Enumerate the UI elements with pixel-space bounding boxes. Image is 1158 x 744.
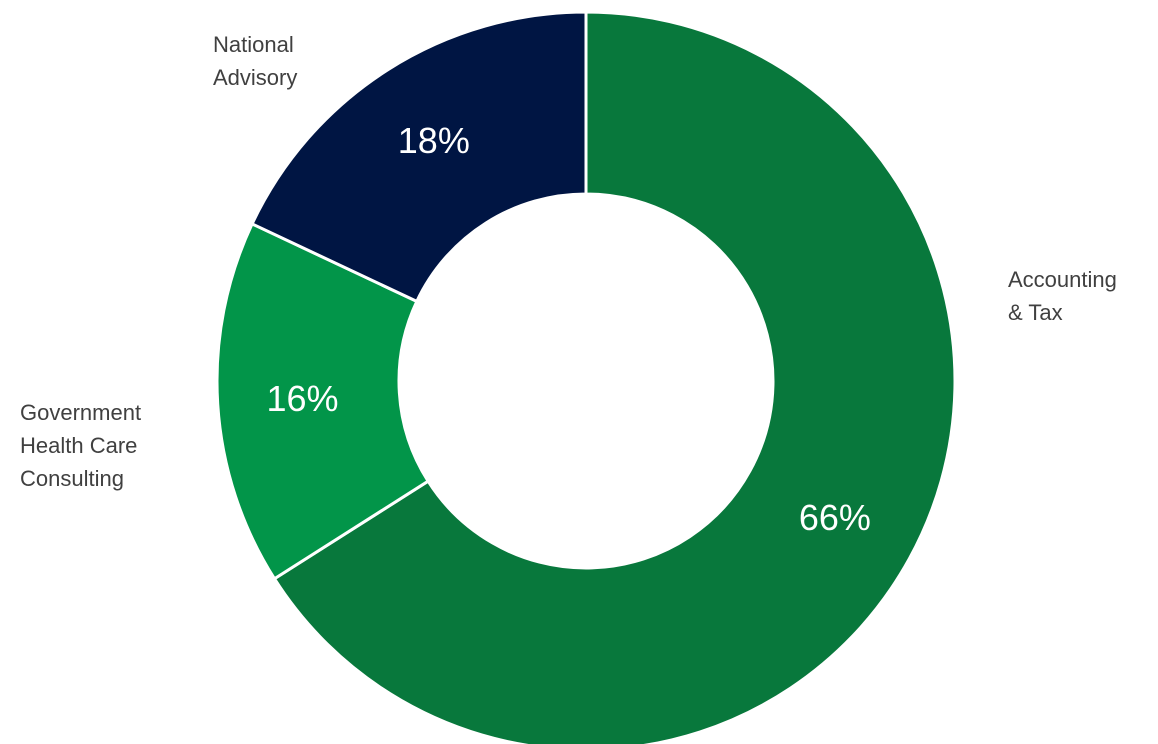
category-label-national-advisory: National Advisory — [213, 32, 297, 90]
category-label-line: National — [213, 32, 294, 57]
slice-government-health-care-consulting — [215, 221, 431, 581]
value-label-government-health-care-consulting: 16% — [267, 378, 339, 419]
category-label-line: Government — [20, 400, 141, 425]
slice-national-advisory — [250, 10, 588, 304]
category-labels: Accounting & Tax Government Health Care Cons… — [20, 32, 1117, 491]
slice-accounting-tax — [272, 10, 957, 744]
category-label-government-health-care-consulting: Government Health Care Consulting — [20, 400, 141, 491]
category-label-accounting-tax: Accounting & Tax — [1008, 267, 1117, 325]
category-label-line: & Tax — [1008, 300, 1063, 325]
category-label-line: Advisory — [213, 65, 297, 90]
category-label-line: Consulting — [20, 466, 124, 491]
value-label-national-advisory: 18% — [398, 120, 470, 161]
category-label-line: Accounting — [1008, 267, 1117, 292]
category-label-line: Health Care — [20, 433, 137, 458]
percentage-labels: 66% 16% 18% — [267, 120, 871, 538]
donut-slices — [215, 10, 957, 744]
value-label-accounting-tax: 66% — [799, 497, 871, 538]
